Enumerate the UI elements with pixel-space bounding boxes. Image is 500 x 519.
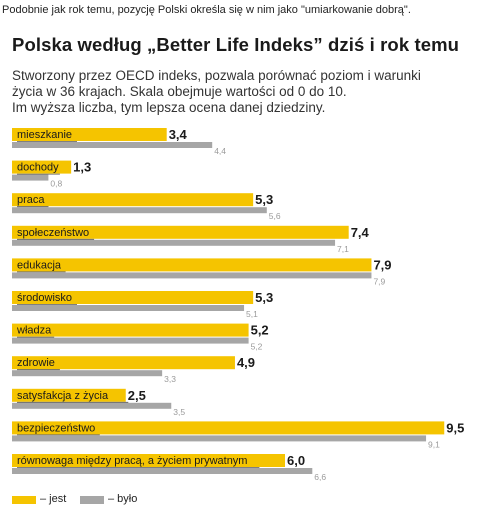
bar-bylo [12, 435, 427, 442]
legend-label-bylo: – było [108, 493, 138, 505]
category-label: praca [17, 194, 45, 206]
bar-jest [12, 454, 285, 467]
chart-subtitle-line-3: Im wyższa liczba, tym lepsza ocena danej… [12, 100, 326, 115]
bar-bylo [12, 174, 49, 181]
chart-subtitle-line-1: Stworzony przez OECD indeks, pozwala por… [12, 68, 421, 83]
bar-jest [12, 193, 254, 207]
bar-jest [12, 225, 349, 239]
value-label-jest: 4,9 [237, 355, 255, 370]
value-label-jest: 9,5 [446, 420, 464, 435]
legend-label-jest: – jest [40, 493, 67, 505]
bar-jest [12, 323, 249, 337]
legend-swatch-jest [12, 496, 36, 504]
value-label-jest: 3,4 [169, 127, 188, 142]
value-label-bylo: 9,1 [428, 439, 440, 449]
bar-bylo [12, 207, 267, 214]
value-label-bylo: 5,2 [251, 342, 263, 352]
value-label-bylo: 5,1 [246, 309, 258, 319]
value-label-jest: 5,3 [255, 192, 273, 207]
category-label: edukacja [17, 259, 62, 271]
value-label-jest: 7,9 [373, 257, 391, 272]
bar-jest [12, 128, 167, 141]
category-label: dochody [17, 162, 59, 174]
value-label-bylo: 5,6 [269, 211, 281, 221]
bar-bylo [12, 142, 213, 148]
category-label: środowisko [17, 292, 72, 304]
value-label-jest: 7,4 [351, 225, 370, 240]
bar-jest [12, 356, 235, 370]
bar-bylo [12, 272, 372, 279]
bar-bylo [12, 370, 163, 377]
value-label-jest: 2,5 [128, 388, 146, 403]
bar-bylo [12, 468, 313, 474]
value-label-jest: 5,2 [251, 323, 269, 338]
value-label-bylo: 3,3 [164, 374, 176, 384]
bar-jest [12, 258, 372, 272]
bar-bylo [12, 305, 245, 311]
bar-jest [12, 388, 126, 402]
value-label-jest: 1,3 [73, 160, 91, 175]
bar-jest [12, 160, 72, 174]
value-label-bylo: 3,5 [173, 407, 185, 417]
value-label-bylo: 4,4 [214, 146, 226, 156]
page-caption: Podobnie jak rok temu, pozycję Polski ok… [2, 4, 411, 16]
category-label: bezpieczeństwo [17, 422, 95, 434]
category-label: władza [16, 325, 52, 337]
legend-swatch-bylo [80, 496, 104, 504]
bar-jest [12, 421, 445, 435]
category-label: równowaga między pracą, a życiem prywatn… [17, 455, 247, 467]
category-label: mieszkanie [17, 129, 72, 141]
category-label: społeczeństwo [17, 227, 89, 239]
bar-chart: mieszkanie 3,4 4,4 dochody 1,3 0,8 praca 5,3 5,6… [12, 127, 464, 482]
chart-subtitle-line-2: życia w 36 krajach. Skala obejmuje warto… [12, 84, 347, 99]
bar-bylo [12, 239, 336, 246]
value-label-bylo: 6,6 [314, 472, 326, 482]
bar-bylo [12, 402, 172, 409]
value-label-bylo: 7,1 [337, 244, 349, 254]
chart-title: Polska według „Better Life Indeks” dziś … [12, 34, 460, 55]
value-label-bylo: 7,9 [373, 276, 385, 286]
category-label: zdrowie [17, 357, 55, 369]
bar-jest [12, 291, 254, 304]
category-label: satysfakcja z życia [17, 390, 109, 402]
value-label-bylo: 0,8 [50, 179, 62, 189]
value-label-jest: 5,3 [255, 290, 273, 305]
value-label-jest: 6,0 [287, 453, 305, 468]
bar-bylo [12, 337, 249, 344]
